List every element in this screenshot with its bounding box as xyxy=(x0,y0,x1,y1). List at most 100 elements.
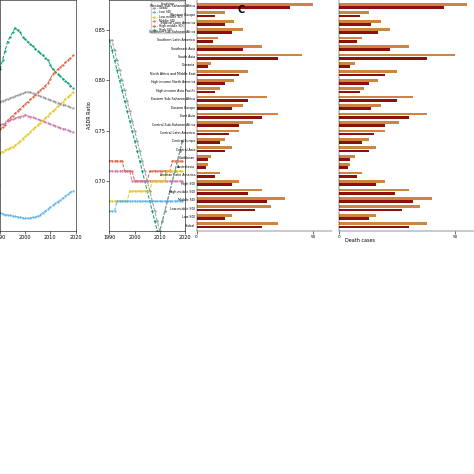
Bar xyxy=(338,45,409,48)
Bar xyxy=(197,40,213,43)
Bar xyxy=(197,138,225,141)
Bar xyxy=(338,23,371,26)
Bar xyxy=(197,65,208,68)
Bar xyxy=(197,158,208,161)
Bar xyxy=(197,226,262,228)
Bar xyxy=(197,57,278,60)
Bar xyxy=(338,166,348,169)
Bar xyxy=(197,71,248,73)
Bar xyxy=(197,189,262,191)
Bar xyxy=(338,217,369,220)
Bar xyxy=(338,155,355,157)
Bar xyxy=(197,54,301,56)
Bar xyxy=(197,23,225,26)
Bar xyxy=(338,189,409,191)
Bar xyxy=(338,79,378,82)
Bar xyxy=(338,40,357,43)
Bar xyxy=(197,209,255,211)
Bar xyxy=(338,108,371,110)
Bar xyxy=(338,146,376,149)
Bar xyxy=(197,36,218,39)
Bar xyxy=(338,48,390,51)
Bar xyxy=(197,28,243,31)
Bar xyxy=(197,141,220,144)
Bar xyxy=(197,3,313,6)
Bar xyxy=(197,200,266,203)
Bar xyxy=(338,20,381,23)
Bar xyxy=(197,172,220,174)
Bar xyxy=(197,104,243,107)
Bar xyxy=(338,71,397,73)
Bar xyxy=(338,158,350,161)
Bar xyxy=(338,113,428,115)
Bar xyxy=(338,3,467,6)
Bar xyxy=(197,11,225,14)
Bar xyxy=(197,73,238,76)
Bar xyxy=(197,214,231,217)
Bar xyxy=(338,138,369,141)
Bar xyxy=(338,197,432,200)
Bar xyxy=(338,73,385,76)
Bar xyxy=(197,31,231,34)
Bar xyxy=(197,96,266,99)
Bar xyxy=(338,222,428,225)
Bar xyxy=(338,11,369,14)
Bar xyxy=(338,99,397,102)
Bar xyxy=(197,99,248,102)
Bar xyxy=(338,150,369,152)
Text: C: C xyxy=(237,5,244,15)
Bar xyxy=(197,150,225,152)
Bar xyxy=(197,79,234,82)
Bar xyxy=(197,192,248,194)
Bar xyxy=(338,116,409,118)
Bar xyxy=(197,146,231,149)
Bar xyxy=(338,31,378,34)
Bar xyxy=(338,180,385,183)
Bar xyxy=(338,121,399,124)
Bar xyxy=(197,163,208,166)
Bar xyxy=(338,28,390,31)
Bar xyxy=(338,141,362,144)
Bar xyxy=(338,192,395,194)
Bar xyxy=(197,129,238,132)
Y-axis label: ASDR Ratio: ASDR Ratio xyxy=(87,102,91,129)
Bar xyxy=(338,15,360,18)
Bar xyxy=(338,129,385,132)
Bar xyxy=(197,166,206,169)
Bar xyxy=(197,91,215,93)
Bar xyxy=(338,172,362,174)
Bar xyxy=(197,124,238,127)
Bar xyxy=(338,65,350,68)
Bar xyxy=(197,108,231,110)
Bar xyxy=(197,217,225,220)
Bar xyxy=(197,62,210,65)
Bar xyxy=(197,6,290,9)
Bar xyxy=(197,48,243,51)
Bar xyxy=(338,87,365,90)
Bar xyxy=(338,54,456,56)
Bar xyxy=(338,214,376,217)
Bar xyxy=(197,20,234,23)
Bar xyxy=(197,183,231,186)
Bar xyxy=(338,91,360,93)
Bar xyxy=(338,96,413,99)
Bar xyxy=(338,226,409,228)
Bar xyxy=(197,45,262,48)
Bar xyxy=(338,133,374,136)
Bar xyxy=(338,175,357,178)
Bar xyxy=(338,62,355,65)
Bar xyxy=(338,57,428,60)
Bar xyxy=(197,15,215,18)
Bar xyxy=(197,222,278,225)
Bar xyxy=(197,113,278,115)
Bar xyxy=(197,121,253,124)
Bar xyxy=(338,124,385,127)
Bar xyxy=(197,180,238,183)
Bar xyxy=(338,200,413,203)
Bar xyxy=(197,133,229,136)
Bar xyxy=(338,209,401,211)
Bar xyxy=(197,205,271,208)
Text: Death cases: Death cases xyxy=(345,238,375,243)
Bar xyxy=(338,36,362,39)
Bar xyxy=(338,183,376,186)
